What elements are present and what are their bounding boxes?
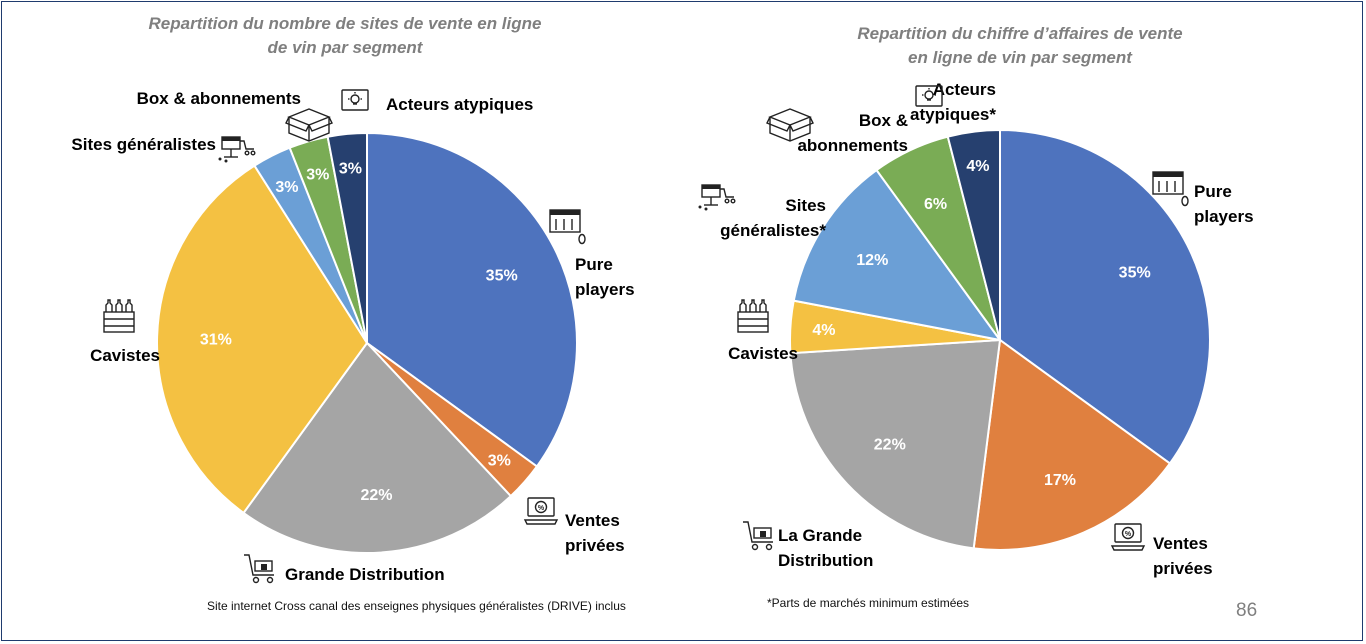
chart-title-left-line-1: Repartition du nombre de sites de vente … [148, 14, 542, 33]
slice-category-label: Grande Distribution [285, 565, 445, 584]
slice-percent-label: 3% [275, 179, 298, 196]
footnote-left: Site internet Cross canal des enseignes … [207, 599, 626, 613]
slice-category-label-line: privées [565, 536, 625, 555]
pie-slice [972, 338, 1172, 551]
slice-category-label-line: players [575, 280, 635, 299]
slice-category-label-line: Pure [575, 255, 613, 274]
slice-category-label-line: abonnements [797, 136, 908, 155]
slice-percent-label: 31% [200, 331, 232, 348]
slice-percent-label: 3% [488, 453, 511, 470]
slice-category-label: Box & abonnements [137, 89, 301, 108]
slice-category-label: Pure players [1194, 182, 1254, 226]
slice-percent-label: 35% [1119, 264, 1151, 281]
box-icon [285, 108, 333, 142]
slice-category-label: Sites généralistes [71, 135, 216, 154]
slice-category-label-line: Ventes [565, 511, 620, 530]
discount-laptop-icon: % [523, 497, 559, 525]
slice-category-label-line: Ventes [1153, 534, 1208, 553]
pie-chart-sites-count: 35% Pure players 3% Ventes privées% 22% Grande … [71, 89, 634, 584]
chart-title-left: Repartition du nombre de sites de vente … [110, 12, 580, 60]
pie-slice [946, 128, 1001, 341]
slice-category-label-line: Acteurs [933, 80, 996, 99]
lightbulb-icon [341, 89, 369, 111]
slice-percent-label: 35% [486, 267, 518, 284]
slice-category-label-line: Pure [1194, 182, 1232, 201]
slice-category-label: Ventes privées [565, 511, 625, 555]
slice-category-label-line: atypiques* [910, 105, 996, 124]
slice-category-label-line: La Grande [778, 526, 862, 545]
slice-category-label-line: Cavistes [728, 344, 798, 363]
slice-percent-label: 3% [339, 160, 362, 177]
slice-category-label-line: Distribution [778, 551, 873, 570]
slice-percent-label: 22% [360, 487, 392, 504]
chart-title-right: Repartition du chiffre d’affaires de ven… [800, 22, 1240, 70]
slice-category-label-line: Box & abonnements [137, 89, 301, 108]
pie-slice [326, 131, 368, 344]
pie-slice [366, 131, 578, 468]
box-icon [766, 108, 814, 142]
footnote-right: *Parts de marchés minimum estimées [767, 596, 970, 610]
slice-category-label: Acteurs atypiques [386, 95, 533, 114]
slice-category-label-line: Sites [785, 196, 826, 215]
slice-category-label-line: privées [1153, 559, 1213, 578]
lightbulb-icon [915, 85, 943, 107]
slice-category-label-line: Acteurs atypiques [386, 95, 533, 114]
chart-title-right-line-2: en ligne de vin par segment [908, 48, 1132, 67]
pie-slice [156, 164, 369, 515]
slice-percent-label: 6% [924, 196, 947, 213]
pie-slice [242, 341, 513, 554]
slice-category-label-line: Box & [859, 111, 908, 130]
slice-category-label: Box & abonnements [797, 111, 908, 155]
slice-percent-label: 3% [306, 167, 329, 184]
slice-category-label: Cavistes [90, 346, 160, 365]
chart-title-right-line-1: Repartition du chiffre d’affaires de ven… [857, 24, 1183, 43]
page-number: 86 [1236, 600, 1258, 621]
pie-slice [792, 168, 1003, 342]
slice-percent-label: 4% [966, 158, 989, 175]
pie-slice [999, 128, 1211, 465]
slice-category-label-line: généralistes* [720, 221, 826, 240]
slice-category-label: Pure players [575, 255, 635, 299]
slice-category-label: Acteurs atypiques* [910, 80, 996, 124]
marketplace-icon [218, 136, 256, 163]
svg-text:%: % [538, 505, 545, 512]
online-store-icon [549, 209, 586, 245]
slice-percent-label: 4% [812, 322, 835, 339]
slice-category-label: Ventes privées [1153, 534, 1213, 578]
svg-text:%: % [1125, 531, 1132, 538]
slice-category-label-line: Sites généralistes [71, 135, 216, 154]
shopping-cart-icon [743, 521, 773, 551]
slice-category-label: Cavistes [728, 344, 798, 363]
marketplace-icon [698, 184, 736, 211]
pie-slice [789, 338, 1002, 550]
slice-category-label-line: Grande Distribution [285, 565, 445, 584]
online-store-icon [1152, 171, 1189, 207]
pie-chart-revenue: 35% Pure players 17% Ventes privées% 22% La Gra… [698, 80, 1254, 578]
slice-percent-label: 17% [1044, 472, 1076, 489]
slice-category-label: La Grande Distribution [778, 526, 873, 570]
chart-title-left-line-2: de vin par segment [267, 38, 423, 57]
slice-category-label-line: players [1194, 207, 1254, 226]
wine-crate-icon [103, 299, 135, 333]
shopping-cart-icon [244, 554, 274, 584]
slice-category-label: Sites généralistes* [720, 196, 826, 240]
discount-laptop-icon: % [1110, 523, 1146, 551]
slice-category-label-line: Cavistes [90, 346, 160, 365]
wine-crate-icon [737, 299, 769, 333]
slice-percent-label: 12% [856, 252, 888, 269]
slice-percent-label: 22% [874, 437, 906, 454]
